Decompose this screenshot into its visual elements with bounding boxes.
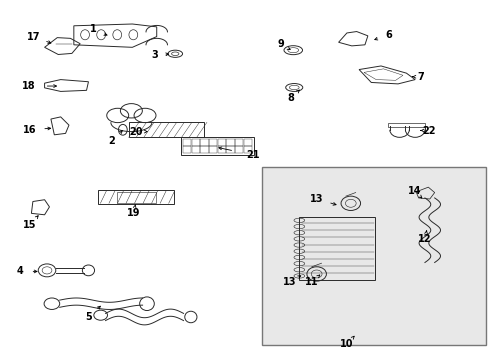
Bar — [200, 139, 208, 146]
Text: 1: 1 — [90, 24, 97, 35]
Bar — [183, 146, 191, 153]
Text: 16: 16 — [23, 125, 37, 135]
Bar — [243, 139, 251, 146]
Bar — [235, 146, 243, 153]
Bar — [117, 192, 156, 203]
Text: 11: 11 — [305, 277, 318, 287]
Text: 20: 20 — [129, 127, 142, 136]
Bar — [208, 139, 217, 146]
Bar — [387, 123, 424, 127]
Bar — [226, 146, 234, 153]
Text: 7: 7 — [417, 72, 424, 82]
Text: 5: 5 — [85, 312, 92, 322]
Bar — [226, 139, 234, 146]
Text: 19: 19 — [126, 208, 140, 218]
Bar — [181, 137, 254, 155]
Bar — [217, 139, 225, 146]
Bar — [128, 122, 204, 137]
Bar — [191, 146, 200, 153]
Text: 12: 12 — [417, 234, 431, 244]
Text: 15: 15 — [23, 220, 37, 230]
Text: 10: 10 — [340, 339, 353, 349]
Text: 17: 17 — [27, 32, 41, 41]
Bar — [191, 139, 200, 146]
Text: 21: 21 — [246, 150, 260, 160]
Text: 2: 2 — [108, 136, 115, 145]
Bar — [243, 146, 251, 153]
Bar — [200, 146, 208, 153]
Text: 4: 4 — [17, 266, 23, 276]
Text: 18: 18 — [22, 81, 36, 91]
Text: 9: 9 — [277, 39, 284, 49]
Text: 13: 13 — [282, 277, 296, 287]
Text: 14: 14 — [407, 186, 421, 197]
Bar — [98, 190, 174, 204]
Text: 22: 22 — [421, 126, 435, 135]
Bar — [183, 139, 191, 146]
Text: 13: 13 — [309, 194, 323, 204]
Text: 6: 6 — [384, 30, 391, 40]
Text: 3: 3 — [151, 50, 157, 60]
Bar — [261, 167, 485, 345]
Bar — [235, 139, 243, 146]
Text: 8: 8 — [287, 93, 294, 103]
Bar — [217, 146, 225, 153]
Bar — [208, 146, 217, 153]
Bar — [299, 217, 374, 279]
